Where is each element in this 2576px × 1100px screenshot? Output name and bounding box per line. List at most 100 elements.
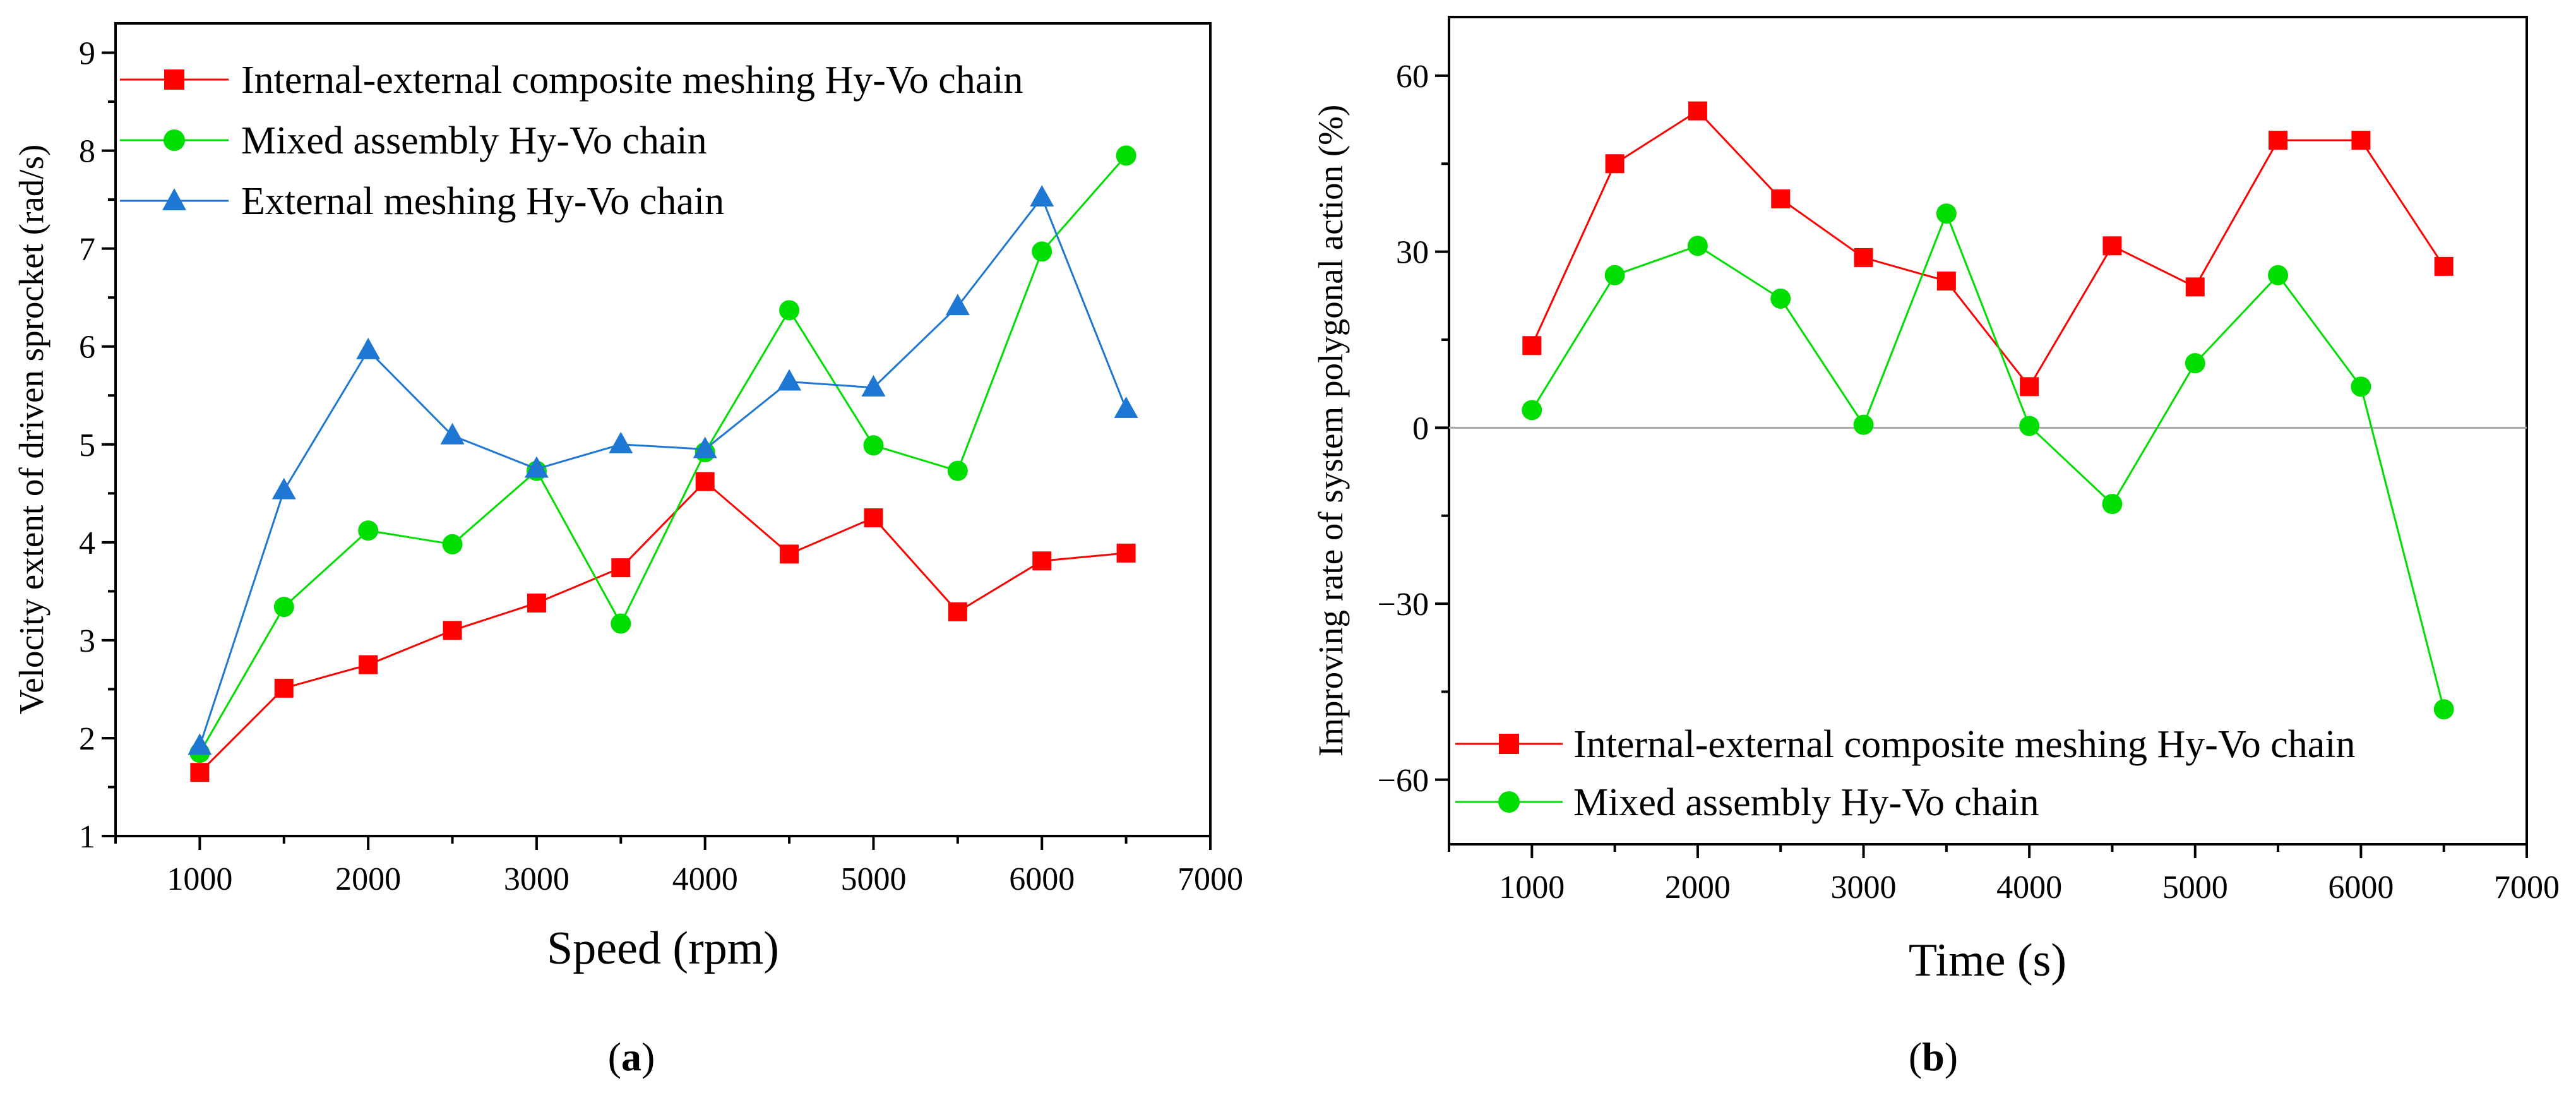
- panel-label: (a): [608, 1034, 655, 1079]
- series-line-internal-external-composite-meshing-hy-vo-chain: [199, 480, 1126, 774]
- legend: Internal-external composite meshing Hy-V…: [120, 59, 1023, 223]
- data-point-square: [864, 508, 883, 528]
- legend: Internal-external composite meshing Hy-V…: [1455, 723, 2356, 824]
- series-line-mixed-assembly-hy-vo-chain: [1531, 211, 2445, 710]
- series-line-external-meshing-hy-vo-chain: [198, 196, 1128, 746]
- legend-marker-circle: [164, 129, 185, 151]
- data-point-square: [1771, 189, 1791, 209]
- y-tick-label: 4: [79, 525, 95, 561]
- data-point-square: [527, 593, 546, 613]
- data-point-triangle: [188, 733, 212, 755]
- data-point-square: [2020, 377, 2039, 397]
- y-axis-ticks: 60 30 0 −30 −60: [1378, 59, 1449, 799]
- y-axis-ticks: 1 2 3 4 5 6 7 8 9: [79, 36, 116, 855]
- data-point-circle: [863, 435, 884, 456]
- y-tick-label: −30: [1378, 587, 1429, 623]
- data-point-circle: [442, 534, 463, 554]
- data-point-triangle: [861, 374, 886, 397]
- data-point-circle: [2019, 415, 2040, 436]
- data-point-square: [1116, 543, 1136, 563]
- x-axis-ticks: 1000 2000 3000 4000 5000 6000 7000: [114, 836, 1243, 897]
- y-tick-label: −60: [1378, 763, 1429, 799]
- legend-label: Internal-external composite meshing Hy-V…: [241, 59, 1023, 102]
- data-point-circle: [1936, 203, 1957, 224]
- data-point-circle: [2351, 376, 2371, 397]
- plot-area-frame: [1448, 16, 2528, 846]
- data-point-square: [2185, 277, 2205, 297]
- data-point-square: [611, 558, 631, 578]
- data-point-square: [2351, 131, 2371, 150]
- data-point-circle: [273, 597, 294, 618]
- data-point-square: [443, 621, 462, 640]
- data-point-square: [274, 678, 294, 698]
- data-point-circle: [1770, 288, 1791, 309]
- data-point-triangle: [693, 436, 717, 458]
- data-point-circle: [1853, 414, 1874, 435]
- data-point-circle: [2433, 699, 2454, 720]
- y-axis-title: Improving rate of system polygonal actio…: [1311, 105, 1350, 757]
- x-tick-label: 7000: [1178, 861, 1243, 897]
- data-point-circle: [2268, 265, 2289, 285]
- data-point-triangle: [1030, 185, 1054, 207]
- x-tick-label: 5000: [2162, 870, 2228, 906]
- data-point-square: [2434, 256, 2454, 276]
- x-tick-label: 6000: [2328, 870, 2394, 906]
- data-point-square: [2269, 131, 2288, 150]
- data-point-circle: [1032, 241, 1052, 262]
- panel-a-velocity-chart: 1000 2000 3000 4000 5000 6000 7000 1 2 3 4 5 6 7 8 9 S…: [12, 22, 1243, 1079]
- data-point-circle: [779, 300, 800, 321]
- data-point-triangle: [945, 294, 970, 316]
- y-tick-label: 60: [1396, 59, 1429, 95]
- y-tick-label: 3: [79, 623, 95, 659]
- y-tick-label: 6: [79, 330, 95, 366]
- data-point-square: [1605, 154, 1625, 174]
- x-tick-label: 2000: [335, 861, 401, 897]
- legend-marker-square: [164, 69, 184, 90]
- legend-item-mixed: Mixed assembly Hy-Vo chain: [1455, 781, 2039, 824]
- data-point-triangle: [777, 369, 802, 391]
- series-line-internal-external-composite-meshing-hy-vo-chain: [1530, 109, 2445, 388]
- panel-label: (b): [1909, 1034, 1958, 1079]
- data-point-circle: [1522, 400, 1542, 421]
- data-point-triangle: [356, 337, 381, 359]
- y-tick-label: 8: [79, 134, 95, 170]
- data-point-square: [359, 655, 378, 674]
- data-point-square: [1936, 272, 1956, 291]
- x-tick-label: 1000: [167, 861, 232, 897]
- data-point-circle: [947, 460, 968, 481]
- data-point-circle: [1116, 145, 1136, 166]
- series-layer: [1522, 101, 2454, 720]
- legend-item-composite: Internal-external composite meshing Hy-V…: [120, 59, 1023, 102]
- legend-label: Mixed assembly Hy-Vo chain: [241, 119, 707, 162]
- legend-label: Mixed assembly Hy-Vo chain: [1573, 781, 2039, 824]
- legend-label: Internal-external composite meshing Hy-V…: [1573, 723, 2356, 766]
- x-tick-label: 3000: [504, 861, 569, 897]
- x-tick-label: 4000: [1996, 870, 2062, 906]
- data-point-circle: [1687, 236, 1708, 256]
- y-tick-label: 5: [79, 427, 95, 463]
- series-layer: [188, 145, 1138, 782]
- y-tick-label: 0: [1412, 410, 1429, 446]
- data-point-square: [1032, 551, 1052, 571]
- data-point-triangle: [1114, 396, 1138, 418]
- legend-item-external: External meshing Hy-Vo chain: [120, 180, 724, 223]
- data-point-square: [1688, 101, 1707, 121]
- data-point-square: [780, 544, 799, 564]
- panel-b-improving-rate-chart: 1000 2000 3000 4000 5000 6000 7000 60 30 0 −30 −60…: [1311, 16, 2560, 1079]
- legend-marker-square: [1499, 734, 1519, 754]
- data-point-circle: [2185, 353, 2205, 374]
- data-point-square: [948, 602, 967, 621]
- data-point-triangle: [609, 431, 633, 453]
- x-axis-ticks: 1000 2000 3000 4000 5000 6000 7000: [1448, 844, 2560, 906]
- legend-item-mixed: Mixed assembly Hy-Vo chain: [120, 119, 707, 162]
- y-tick-label: 2: [79, 721, 95, 757]
- data-point-square: [190, 763, 210, 782]
- x-tick-label: 1000: [1499, 870, 1565, 906]
- data-point-square: [1854, 248, 1873, 267]
- y-tick-label: 7: [79, 232, 95, 268]
- data-point-triangle: [271, 477, 296, 499]
- y-axis-title: Velocity extent of driven sprocket (rad/…: [12, 145, 51, 715]
- series-line-mixed-assembly-hy-vo-chain: [199, 155, 1127, 753]
- legend-marker-triangle: [162, 188, 186, 210]
